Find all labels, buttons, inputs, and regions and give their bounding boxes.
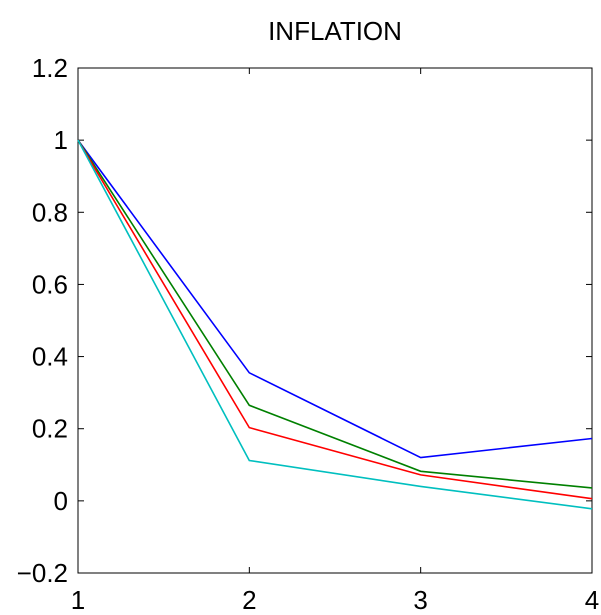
- chart-title: INFLATION: [268, 16, 402, 46]
- y-tick-label: −0.2: [17, 558, 68, 588]
- y-tick-label: 0: [54, 486, 68, 516]
- series-line-3: [77, 139, 593, 500]
- plot-area: [77, 67, 593, 574]
- series-line-2: [77, 139, 593, 489]
- y-tick-label: 1: [54, 125, 68, 155]
- y-tick-label: 0.6: [32, 269, 68, 299]
- y-tick-label: 1.2: [32, 53, 68, 83]
- x-tick-label: 3: [413, 585, 427, 615]
- x-tick-label: 2: [242, 585, 256, 615]
- x-tick-label: 4: [585, 585, 599, 615]
- y-tick-label: 0.2: [32, 414, 68, 444]
- tick-labels: −0.2 0 0.2 0.4 0.6 0.8 1 1.2 1 2 3 4: [17, 53, 600, 615]
- y-tick-label: 0.8: [32, 197, 68, 227]
- y-tick-label: 0.4: [32, 342, 68, 372]
- x-tick-label: 1: [71, 585, 85, 615]
- series-lines: [77, 139, 593, 510]
- series-line-1: [77, 139, 593, 459]
- series-line-4: [77, 139, 593, 510]
- tick-marks: [77, 67, 593, 574]
